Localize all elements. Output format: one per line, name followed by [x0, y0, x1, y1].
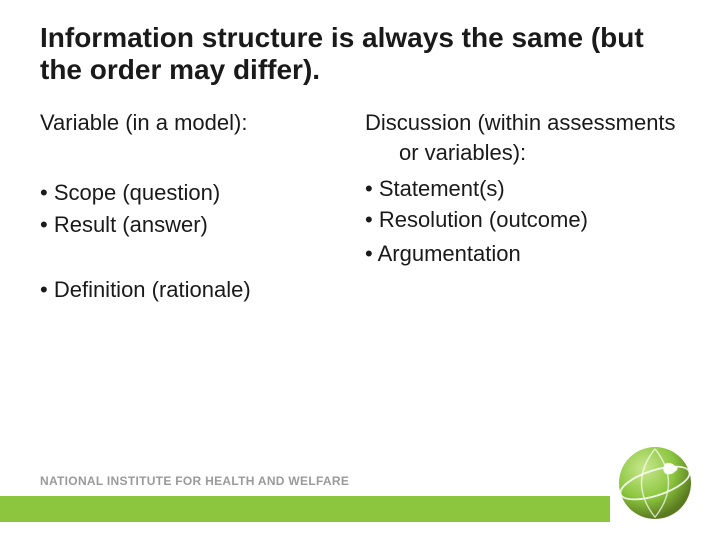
right-header: Discussion (within assessments or variab…	[365, 108, 680, 167]
slide-title: Information structure is always the same…	[40, 22, 680, 86]
list-item: Resolution (outcome)	[365, 205, 680, 235]
right-column: Discussion (within assessments or variab…	[365, 108, 680, 307]
globe-logo-icon	[610, 438, 700, 528]
org-name: NATIONAL INSTITUTE FOR HEALTH AND WELFAR…	[40, 474, 349, 488]
slide: Information structure is always the same…	[0, 0, 720, 540]
accent-bar	[0, 496, 610, 522]
content-columns: Variable (in a model): Scope (question) …	[40, 108, 680, 307]
right-bullets-2: Argumentation	[365, 239, 680, 269]
left-header: Variable (in a model):	[40, 108, 355, 138]
spacer	[40, 144, 355, 174]
list-item: Argumentation	[365, 239, 680, 269]
spacer	[40, 241, 355, 271]
left-bullets-2: Definition (rationale)	[40, 275, 355, 305]
list-item: Result (answer)	[40, 210, 355, 240]
left-column: Variable (in a model): Scope (question) …	[40, 108, 355, 307]
right-bullets-1: Statement(s) Resolution (outcome)	[365, 174, 680, 235]
list-item: Statement(s)	[365, 174, 680, 204]
list-item: Definition (rationale)	[40, 275, 355, 305]
list-item: Scope (question)	[40, 178, 355, 208]
left-bullets-1: Scope (question) Result (answer)	[40, 178, 355, 239]
